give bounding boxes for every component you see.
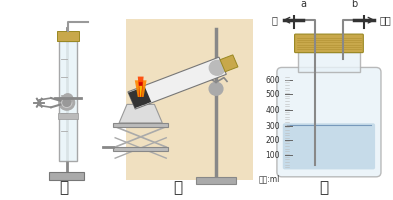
Text: 甲: 甲 — [59, 180, 68, 195]
Circle shape — [63, 94, 73, 103]
Text: 气体: 气体 — [380, 15, 392, 25]
FancyBboxPatch shape — [136, 95, 145, 104]
Text: 丙: 丙 — [320, 180, 329, 195]
Text: 400: 400 — [265, 106, 280, 115]
FancyBboxPatch shape — [113, 123, 168, 127]
Text: b: b — [351, 0, 358, 9]
FancyBboxPatch shape — [283, 123, 375, 169]
Text: 300: 300 — [265, 122, 280, 131]
FancyBboxPatch shape — [126, 19, 253, 180]
Circle shape — [62, 98, 72, 107]
FancyBboxPatch shape — [295, 34, 363, 53]
Text: 600: 600 — [265, 76, 280, 85]
FancyBboxPatch shape — [196, 177, 236, 184]
Polygon shape — [128, 57, 226, 109]
Circle shape — [209, 60, 225, 75]
FancyBboxPatch shape — [298, 52, 360, 72]
Circle shape — [59, 95, 75, 110]
FancyBboxPatch shape — [59, 41, 77, 161]
Text: 500: 500 — [265, 90, 280, 99]
Circle shape — [209, 82, 223, 95]
Text: 水: 水 — [272, 15, 278, 25]
FancyBboxPatch shape — [49, 172, 84, 180]
Circle shape — [63, 99, 71, 106]
FancyBboxPatch shape — [113, 147, 168, 151]
FancyBboxPatch shape — [57, 31, 79, 41]
Text: 100: 100 — [265, 151, 280, 160]
Polygon shape — [119, 104, 162, 123]
Polygon shape — [128, 86, 151, 108]
Text: 乙: 乙 — [173, 180, 182, 195]
Polygon shape — [220, 55, 238, 72]
FancyBboxPatch shape — [58, 113, 77, 119]
Text: a: a — [300, 0, 307, 9]
Text: 200: 200 — [265, 136, 280, 145]
Text: 单位:ml: 单位:ml — [259, 174, 280, 183]
FancyBboxPatch shape — [277, 67, 381, 177]
